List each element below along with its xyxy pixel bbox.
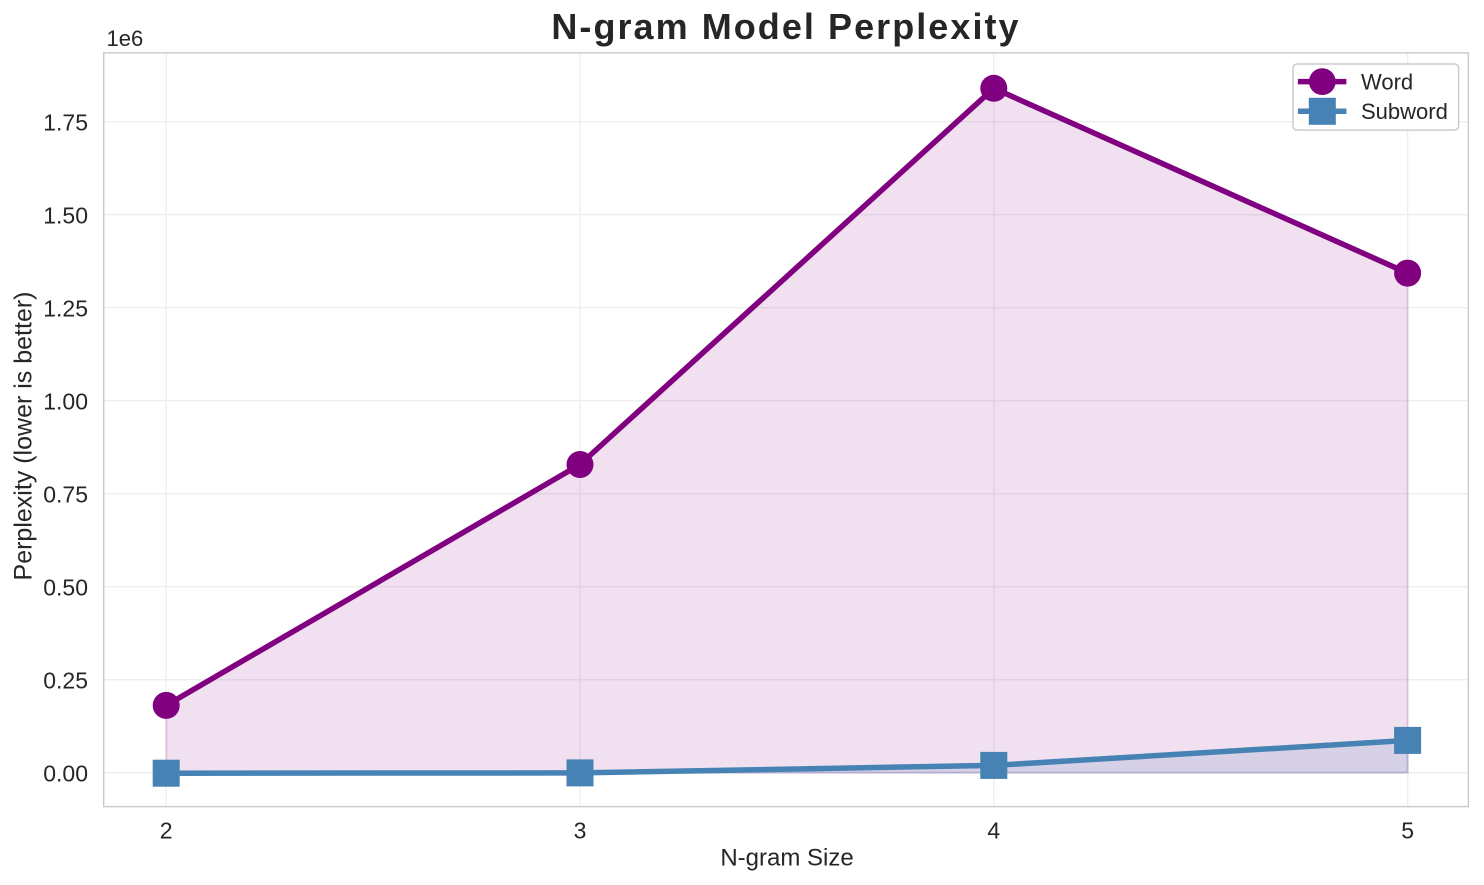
svg-text:2: 2 bbox=[160, 818, 173, 844]
svg-text:Subword: Subword bbox=[1361, 99, 1448, 124]
svg-text:Perplexity (lower is better): Perplexity (lower is better) bbox=[10, 292, 38, 581]
svg-text:1.50: 1.50 bbox=[43, 202, 88, 228]
svg-text:0.25: 0.25 bbox=[43, 667, 88, 693]
svg-text:1.25: 1.25 bbox=[43, 295, 88, 321]
svg-text:1.00: 1.00 bbox=[43, 388, 88, 414]
svg-text:3: 3 bbox=[574, 818, 587, 844]
svg-text:1e6: 1e6 bbox=[107, 26, 144, 51]
svg-text:Word: Word bbox=[1361, 70, 1413, 95]
svg-text:5: 5 bbox=[1401, 818, 1414, 844]
svg-text:0.50: 0.50 bbox=[43, 574, 88, 600]
svg-text:N-gram Model Perplexity: N-gram Model Perplexity bbox=[551, 6, 1020, 47]
svg-text:0.75: 0.75 bbox=[43, 481, 88, 507]
svg-text:1.75: 1.75 bbox=[43, 109, 88, 135]
svg-text:N-gram Size: N-gram Size bbox=[720, 844, 853, 871]
svg-text:4: 4 bbox=[987, 818, 1000, 844]
svg-text:0.00: 0.00 bbox=[43, 760, 88, 786]
